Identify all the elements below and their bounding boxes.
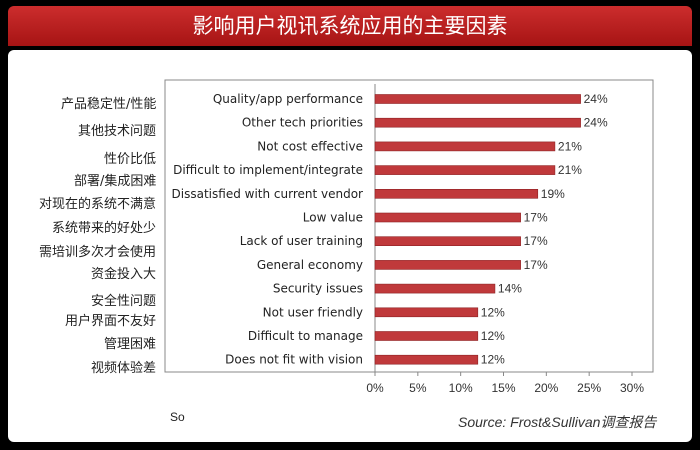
bar — [374, 165, 556, 175]
value-label: 12% — [481, 353, 505, 367]
category-label: Lack of user training — [240, 234, 363, 248]
chinese-label: 用户界面不友好 — [65, 314, 157, 329]
bar — [374, 307, 479, 318]
value-label: 21% — [558, 139, 582, 153]
chinese-label: 产品稳定性/性能 — [61, 97, 157, 112]
category-label: Difficult to manage — [248, 329, 363, 343]
category-label: Does not fit with vision — [225, 353, 363, 367]
chinese-label: 性价比低 — [104, 152, 157, 167]
value-label: 12% — [481, 329, 505, 343]
chinese-label: 需培训多次才会使用 — [39, 245, 157, 260]
chinese-label: 资金投入大 — [91, 267, 157, 282]
bar — [374, 331, 479, 341]
x-tick-label: 5% — [409, 381, 427, 395]
value-label: 17% — [524, 258, 548, 272]
category-label: Not cost effective — [257, 139, 363, 153]
chinese-label: 视频体验差 — [91, 361, 157, 376]
x-tick-label: 10% — [449, 381, 473, 395]
bar — [374, 212, 521, 223]
category-label: Quality/app performance — [213, 92, 363, 106]
bar — [374, 354, 479, 365]
category-label: Dissatisfied with current vendor — [172, 187, 364, 201]
bar — [374, 94, 581, 104]
category-label: Difficult to implement/integrate — [173, 163, 363, 177]
value-label: 17% — [524, 211, 548, 225]
chinese-label: 部署/集成困难 — [74, 174, 157, 189]
value-label: 24% — [584, 92, 608, 106]
chinese-label: 其他技术问题 — [78, 124, 157, 139]
chinese-label: 系统带来的好处少 — [52, 221, 157, 236]
value-label: 14% — [498, 282, 522, 296]
bar — [374, 117, 581, 128]
slide-title: 影响用户视讯系统应用的主要因素 — [8, 6, 692, 46]
bar — [374, 141, 556, 152]
value-label: 21% — [558, 163, 582, 177]
chinese-label: 管理困难 — [104, 337, 157, 352]
category-label: General economy — [257, 258, 363, 272]
chinese-label: 安全性问题 — [91, 294, 157, 309]
category-label: Not user friendly — [263, 305, 363, 319]
category-label: Security issues — [273, 282, 363, 296]
value-label: 19% — [541, 187, 565, 201]
category-label: Low value — [303, 211, 363, 225]
bar — [374, 236, 521, 246]
value-label: 24% — [584, 116, 608, 130]
chart-panel — [8, 50, 692, 442]
bar — [374, 260, 521, 270]
bar — [374, 283, 496, 294]
x-tick-label: 0% — [366, 381, 384, 395]
x-tick-label: 15% — [491, 381, 515, 395]
chinese-label: 对现在的系统不满意 — [39, 197, 157, 212]
value-label: 12% — [481, 305, 505, 319]
x-tick-label: 20% — [534, 381, 558, 395]
source-note: Source: Frost&Sullivan调查报告 — [458, 414, 657, 430]
category-label: Other tech priorities — [242, 116, 363, 130]
value-label: 17% — [524, 234, 548, 248]
bar — [374, 189, 539, 199]
x-tick-label: 30% — [620, 381, 644, 395]
x-tick-label: 25% — [577, 381, 601, 395]
footer-fragment: So — [170, 410, 185, 424]
